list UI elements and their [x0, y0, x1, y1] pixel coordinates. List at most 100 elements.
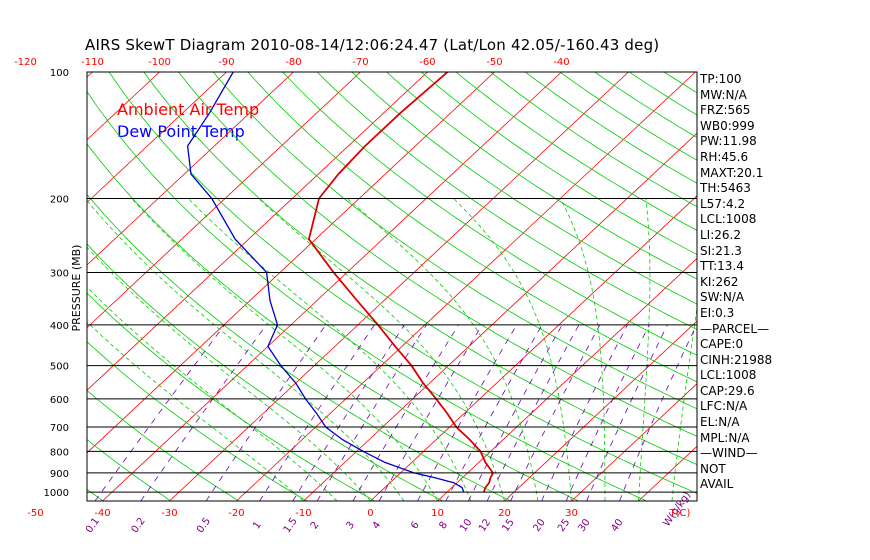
stat-item: WB0:999	[700, 118, 755, 133]
top-axis-tick-label: -40	[553, 57, 569, 68]
dry-adiabat-line	[87, 341, 308, 501]
mixing-ratio-tick-label: 40	[609, 517, 625, 534]
x-axis-label: T(C)	[669, 508, 691, 519]
top-axis-tick-label: -90	[218, 57, 234, 68]
dry-adiabat-line	[525, 72, 697, 184]
isotherm-line	[370, 195, 697, 501]
isotherm-line	[87, 72, 160, 141]
pressure-tick-label: 700	[50, 423, 69, 434]
stat-item: EI:0.3	[700, 305, 735, 320]
mixing-ratio-tick-label: 2	[309, 520, 322, 532]
bottom-axis-tick-label: -50	[27, 508, 43, 519]
bottom-axis-tick-label: 30	[565, 508, 578, 519]
dry-adiabat-line	[178, 72, 697, 437]
mixing-ratio-line	[541, 324, 628, 501]
top-axis-tick-label: -100	[148, 57, 171, 68]
legend-ambient-air-temp: Ambient Air Temp	[117, 100, 260, 119]
isotherm-line	[87, 72, 93, 78]
mixing-ratio-tick-label: 20	[531, 517, 547, 534]
chart-title: AIRS SkewT Diagram 2010-08-14/12:06:24.4…	[85, 36, 660, 54]
mixing-ratio-tick-label: 10	[458, 517, 474, 534]
dry-adiabat-line	[837, 72, 870, 501]
dry-adiabat-line	[247, 72, 697, 383]
mixing-ratio-line	[352, 324, 459, 501]
stat-item: LCL:1008	[700, 368, 757, 383]
pressure-tick-label: 200	[50, 194, 69, 205]
mixing-ratio-line	[378, 324, 483, 501]
mixing-ratio-line	[565, 324, 650, 501]
pressure-tick-label: 1000	[44, 488, 69, 499]
isotherm-line	[169, 72, 629, 501]
bottom-axis-tick-label: -40	[94, 508, 110, 519]
stat-item: FRZ:565	[700, 103, 751, 118]
pressure-tick-label: 400	[50, 321, 69, 332]
moist-adiabat-line	[559, 198, 606, 501]
plot-border	[86, 71, 698, 502]
stat-item: L57:4.2	[700, 196, 746, 211]
stat-item: NOT	[700, 461, 726, 476]
bottom-axis-tick-label: 0	[367, 508, 373, 519]
bottom-axis-tick-label: -20	[228, 508, 244, 519]
moist-adiabat-line	[453, 198, 572, 501]
mixing-ratio-line	[94, 324, 225, 501]
stat-item: AVAIL	[700, 477, 734, 492]
stat-item: LFC:N/A	[700, 399, 748, 414]
top-axis-tick-label: -110	[81, 57, 104, 68]
mixing-ratio-tick-label: 0.2	[130, 516, 148, 535]
dry-adiabat-line	[421, 72, 697, 256]
moist-adiabat-line	[87, 321, 304, 501]
moist-adiabat-line	[346, 198, 539, 501]
ambient-air-temp-line	[307, 72, 495, 493]
isotherm-line	[236, 72, 696, 501]
top-axis-tick-label: -70	[352, 57, 368, 68]
bottom-axis-tick-label: 20	[498, 508, 511, 519]
mixing-ratio-tick-label: 12	[477, 517, 493, 534]
pressure-tick-label: 500	[50, 362, 69, 373]
stat-item: LCL:1008	[700, 212, 757, 227]
stat-item: —PARCEL—	[700, 321, 770, 336]
dry-adiabat-line	[108, 72, 697, 494]
dry-adiabat-line	[87, 193, 511, 501]
stat-item: CINH:21988	[700, 352, 773, 367]
isotherm-line	[87, 72, 227, 203]
dry-adiabat-line	[87, 292, 375, 501]
mixing-ratio-line	[445, 324, 543, 501]
dry-adiabat-line	[386, 72, 697, 280]
dew-point-temp-line	[186, 72, 465, 493]
stat-item: TT:13.4	[700, 259, 744, 274]
mixing-ratio-tick-label: 0.5	[195, 516, 213, 535]
top-axis-tick-label: -120	[14, 57, 37, 68]
isotherm-line	[87, 72, 361, 329]
dry-adiabat-line	[351, 72, 697, 305]
stat-item: PW:11.98	[700, 134, 757, 149]
isotherm-line	[571, 383, 697, 501]
pressure-tick-label: 800	[50, 447, 69, 458]
dry-adiabat-line	[768, 72, 870, 501]
isotherm-line	[437, 257, 697, 501]
stat-item: SW:N/A	[700, 290, 745, 305]
mixing-ratio-line	[140, 324, 267, 501]
isotherm-line	[87, 72, 495, 454]
mixing-ratio-tick-label: 1	[251, 520, 264, 532]
bottom-axis-tick-label: -30	[161, 508, 177, 519]
moist-adiabat-line	[87, 286, 338, 501]
dry-adiabat-line	[143, 72, 697, 466]
dry-adiabat-line	[87, 143, 579, 501]
mixing-ratio-line	[205, 324, 327, 501]
top-axis-tick-label: -80	[285, 57, 301, 68]
moist-adiabat-line	[87, 246, 371, 501]
mixing-ratio-line	[510, 324, 601, 501]
stat-item: CAP:29.6	[700, 383, 755, 398]
stat-item: SI:21.3	[700, 243, 742, 258]
sounding-stats-panel: TP:100 MW:N/A FRZ:565 WB0:999 PW:11.98 RH:45.…	[700, 72, 772, 493]
moist-adiabat-line	[258, 198, 505, 501]
bottom-axis-tick-label: 10	[431, 508, 444, 519]
mixing-ratio-tick-label: 25	[556, 517, 572, 534]
isotherm-line	[102, 72, 562, 501]
mixing-ratio-tick-label: 6	[409, 520, 422, 532]
pressure-tick-label: 100	[50, 68, 69, 79]
mixing-ratio-tick-label: 15	[500, 517, 516, 534]
dry-adiabat-line	[490, 72, 697, 208]
stat-item: RH:45.6	[700, 149, 749, 164]
